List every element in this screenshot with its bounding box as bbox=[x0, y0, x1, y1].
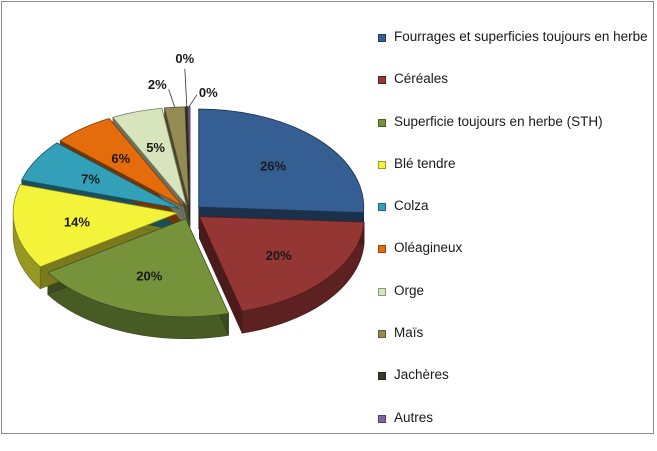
legend-swatch bbox=[378, 161, 386, 169]
data-label: 0% bbox=[175, 51, 194, 66]
legend-label: Orge bbox=[394, 282, 424, 300]
data-label: 14% bbox=[64, 215, 90, 230]
leader-line bbox=[185, 69, 187, 107]
legend-label: Colza bbox=[394, 197, 429, 215]
legend-item: Fourrages et superficies toujours en her… bbox=[378, 28, 654, 70]
leader-line bbox=[189, 95, 197, 107]
legend-swatch bbox=[378, 372, 386, 380]
data-label: 0% bbox=[199, 85, 218, 100]
legend-label: Jachères bbox=[394, 366, 449, 384]
data-label: 2% bbox=[148, 77, 167, 92]
legend-swatch bbox=[378, 119, 386, 127]
data-label: 7% bbox=[81, 172, 100, 187]
data-label: 20% bbox=[266, 248, 292, 263]
legend-swatch bbox=[378, 34, 386, 42]
data-label: 26% bbox=[260, 158, 286, 173]
data-label: 20% bbox=[136, 269, 162, 284]
legend-item: Blé tendre bbox=[378, 155, 654, 197]
legend-item: Colza bbox=[378, 197, 654, 239]
legend-label: Céréales bbox=[394, 70, 448, 88]
data-label: 6% bbox=[111, 151, 130, 166]
data-label: 5% bbox=[146, 140, 165, 155]
legend-item: Autres bbox=[378, 409, 654, 451]
legend-label: Fourrages et superficies toujours en her… bbox=[394, 28, 648, 46]
legend-swatch bbox=[378, 203, 386, 211]
legend-swatch bbox=[378, 288, 386, 296]
legend-item: Jachères bbox=[378, 366, 654, 408]
leader-line bbox=[169, 89, 175, 107]
legend-label: Autres bbox=[394, 409, 433, 427]
legend-item: Orge bbox=[378, 282, 654, 324]
legend-item: Oléagineux bbox=[378, 239, 654, 281]
legend: Fourrages et superficies toujours en her… bbox=[378, 28, 654, 451]
legend-swatch bbox=[378, 415, 386, 423]
legend-label: Blé tendre bbox=[394, 155, 456, 173]
legend-swatch bbox=[378, 245, 386, 253]
legend-swatch bbox=[378, 76, 386, 84]
legend-item: Maïs bbox=[378, 324, 654, 366]
legend-item: Céréales bbox=[378, 70, 654, 112]
legend-swatch bbox=[378, 330, 386, 338]
chart-frame: 26% 20% 20% 14% 7% 6% 5% 2% 0% 0% Fourrages et su… bbox=[1, 1, 654, 434]
legend-label: Maïs bbox=[394, 324, 423, 342]
legend-item: Superficie toujours en herbe (STH) bbox=[378, 113, 654, 155]
legend-label: Superficie toujours en herbe (STH) bbox=[394, 113, 603, 131]
pie-slice bbox=[199, 217, 364, 312]
legend-label: Oléagineux bbox=[394, 239, 462, 257]
